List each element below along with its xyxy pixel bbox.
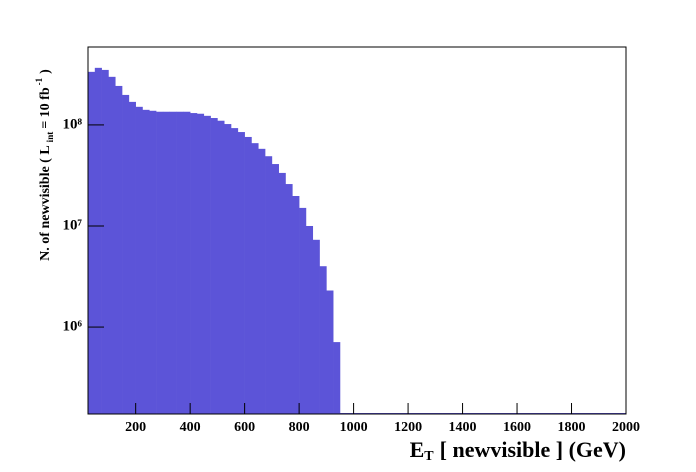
- bar: [149, 110, 157, 415]
- x-tick-label: 600: [234, 420, 255, 435]
- bar: [108, 76, 116, 414]
- bar: [292, 196, 300, 414]
- x-tick-label: 1000: [340, 420, 368, 435]
- y-tick-label: 10⁷: [63, 217, 83, 233]
- bar: [183, 111, 191, 414]
- y-axis-label: N. of newvisible ( Lint= 10 fb-1): [34, 69, 55, 261]
- bar: [265, 156, 273, 415]
- bar: [135, 106, 143, 415]
- bar: [299, 207, 307, 414]
- frame: [87, 46, 627, 415]
- bar: [278, 172, 286, 414]
- bar: [231, 128, 239, 415]
- x-tick-label: 1600: [503, 420, 531, 435]
- bar: [88, 71, 96, 415]
- bar: [142, 109, 150, 414]
- bar: [101, 69, 109, 414]
- x-tick-label: 400: [180, 420, 201, 435]
- bar: [333, 342, 341, 414]
- bar: [122, 94, 130, 415]
- bar: [258, 148, 266, 414]
- bar: [196, 113, 205, 415]
- x-tick-label: 800: [289, 420, 310, 435]
- bar: [190, 113, 198, 415]
- x-tick-label: 1800: [558, 420, 586, 435]
- bar: [176, 111, 184, 414]
- bar: [326, 290, 334, 414]
- bar: [128, 101, 136, 414]
- bar: [115, 85, 123, 414]
- x-tick-label: 1200: [394, 420, 422, 435]
- bar: [224, 124, 232, 414]
- bar: [244, 136, 252, 414]
- bar: [210, 118, 218, 415]
- bar: [162, 111, 171, 414]
- x-tick-label: 200: [125, 420, 146, 435]
- bar: [319, 266, 327, 414]
- bar: [271, 164, 279, 414]
- x-tick-label: 2000: [612, 420, 640, 435]
- bar: [285, 184, 293, 414]
- bar: [203, 115, 211, 414]
- bar: [156, 111, 164, 414]
- y-tick-label: 10⁸: [63, 116, 83, 132]
- bar: [169, 111, 177, 414]
- bar: [312, 239, 320, 414]
- bar: [305, 225, 314, 414]
- bar: [251, 143, 259, 414]
- y-tick-label: 10⁶: [63, 319, 83, 335]
- bar: [94, 67, 102, 414]
- x-tick-label: 1400: [449, 420, 477, 435]
- bar: [217, 120, 225, 414]
- bar: [237, 132, 245, 414]
- x-axis-label: ET[ newvisible ] (GeV): [410, 437, 626, 464]
